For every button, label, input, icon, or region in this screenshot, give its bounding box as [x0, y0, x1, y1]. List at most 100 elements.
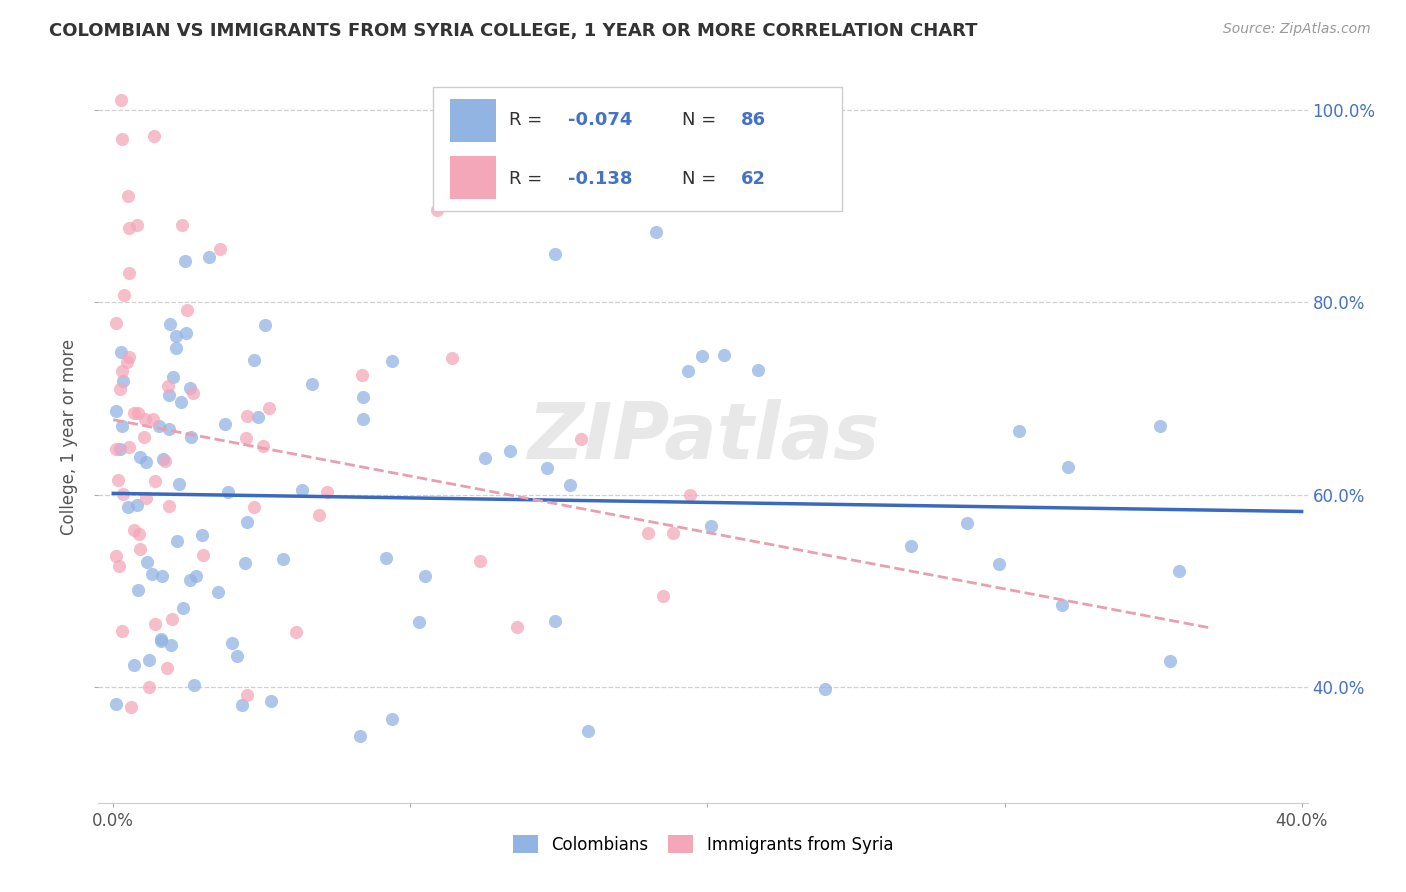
Point — [315, 485, 337, 500]
Point — [214, 417, 236, 432]
Point — [291, 483, 314, 497]
Point — [143, 616, 166, 631]
Point — [112, 375, 135, 389]
Point — [252, 439, 274, 453]
Point — [184, 569, 207, 583]
Point — [207, 584, 229, 599]
Point — [167, 476, 190, 491]
Text: R =: R = — [509, 112, 548, 129]
Point — [381, 713, 404, 727]
Point — [259, 401, 281, 415]
Point — [105, 697, 128, 711]
Point — [713, 348, 735, 362]
Text: Source: ZipAtlas.com: Source: ZipAtlas.com — [1223, 22, 1371, 37]
Point — [301, 376, 323, 391]
Point — [544, 614, 567, 628]
Point — [254, 318, 277, 332]
Point — [157, 422, 180, 436]
Point — [690, 349, 713, 363]
Point — [108, 383, 131, 397]
Point — [141, 567, 163, 582]
Point — [118, 221, 141, 235]
Point — [127, 498, 149, 512]
Point — [105, 403, 128, 417]
Point — [118, 266, 141, 280]
Point — [285, 625, 308, 640]
Point — [135, 491, 157, 505]
Point — [814, 681, 837, 696]
Point — [138, 653, 160, 667]
Point — [153, 454, 176, 468]
Point — [1057, 460, 1080, 475]
Point — [115, 355, 138, 369]
Point — [1008, 424, 1031, 438]
Point — [148, 418, 170, 433]
Point — [413, 568, 436, 582]
Point — [271, 551, 294, 566]
Point — [127, 407, 149, 421]
Point — [120, 699, 142, 714]
Point — [375, 550, 398, 565]
Point — [118, 440, 141, 454]
Point — [160, 612, 183, 626]
Point — [150, 632, 173, 646]
Point — [676, 364, 699, 378]
Point — [111, 624, 134, 639]
Point — [578, 723, 600, 738]
Point — [117, 189, 139, 203]
Point — [110, 419, 132, 434]
Point — [129, 542, 152, 557]
Point — [127, 583, 149, 598]
Point — [172, 601, 194, 615]
Point — [105, 317, 128, 331]
Point — [352, 412, 374, 426]
Point — [569, 433, 592, 447]
Point — [132, 430, 155, 444]
Point — [197, 250, 219, 264]
Point — [157, 387, 180, 401]
Point — [700, 519, 723, 533]
Point — [470, 554, 492, 568]
Point — [135, 455, 157, 469]
Point — [381, 354, 404, 368]
Point — [1050, 598, 1073, 612]
Point — [179, 574, 201, 588]
Point — [987, 558, 1010, 572]
Point — [112, 487, 135, 501]
Point — [152, 452, 174, 467]
Point — [235, 432, 257, 446]
Point — [110, 442, 132, 456]
Point — [122, 657, 145, 672]
Point — [110, 93, 132, 107]
Point — [111, 132, 134, 146]
Point — [645, 225, 668, 239]
Point — [747, 363, 769, 377]
Point — [560, 478, 582, 492]
Point — [679, 488, 702, 502]
Point — [105, 442, 128, 457]
Point — [506, 620, 529, 634]
Point — [117, 350, 139, 364]
Point — [260, 694, 283, 708]
Point — [138, 681, 160, 695]
Point — [236, 689, 259, 703]
Point — [191, 549, 214, 563]
Point — [107, 473, 129, 487]
Point — [174, 326, 197, 340]
Text: 62: 62 — [741, 169, 766, 187]
Point — [209, 242, 232, 256]
FancyBboxPatch shape — [450, 156, 496, 199]
Point — [956, 516, 979, 531]
Point — [221, 636, 243, 650]
Text: COLOMBIAN VS IMMIGRANTS FROM SYRIA COLLEGE, 1 YEAR OR MORE CORRELATION CHART: COLOMBIAN VS IMMIGRANTS FROM SYRIA COLLE… — [49, 22, 977, 40]
Point — [111, 363, 134, 377]
Point — [122, 406, 145, 420]
Point — [176, 303, 198, 318]
Point — [129, 450, 152, 464]
Point — [105, 549, 128, 563]
Text: N =: N = — [682, 112, 721, 129]
Point — [157, 379, 180, 393]
Point — [544, 247, 567, 261]
Point — [170, 394, 193, 409]
Text: N =: N = — [682, 169, 721, 187]
